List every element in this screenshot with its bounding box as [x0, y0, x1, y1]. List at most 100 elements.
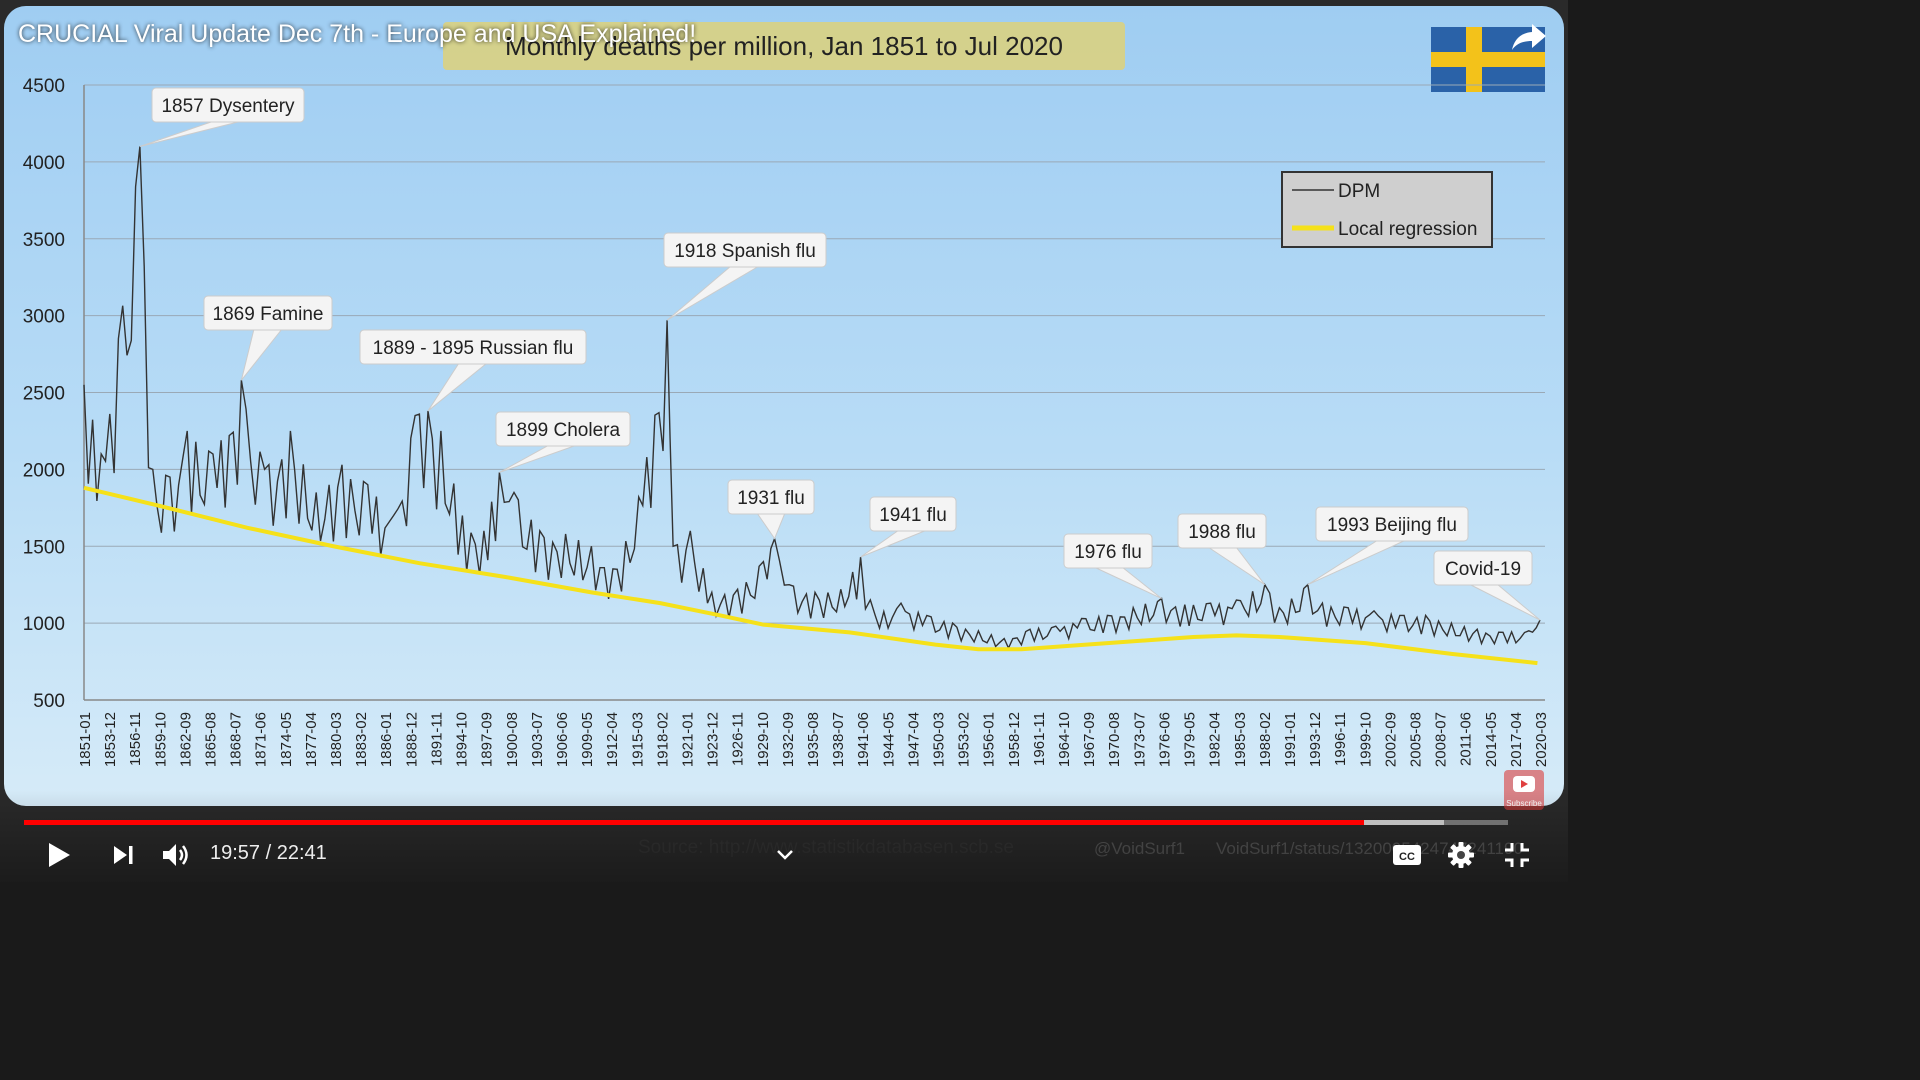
x-tick-label: 1874-05	[278, 712, 295, 767]
y-tick-label: 2500	[23, 384, 65, 405]
progress-bar[interactable]	[24, 820, 1508, 825]
annotation-box	[1433, 550, 1533, 586]
x-tick-label: 2002-09	[1382, 712, 1399, 767]
x-tick-label: 1941-06	[855, 712, 872, 767]
chart-legend: DPM Local regression	[1281, 171, 1493, 248]
x-tick-label: 1964-10	[1056, 712, 1073, 767]
dpm-series-line	[83, 146, 1541, 650]
share-arrow-icon[interactable]	[1510, 22, 1548, 52]
x-tick-label: 1918-02	[654, 712, 671, 767]
x-tick-label: 1909-05	[579, 712, 596, 767]
volume-icon	[163, 844, 188, 866]
x-tick-label: 1991-01	[1282, 712, 1299, 767]
x-tick-label: 1929-10	[755, 712, 772, 767]
x-tick-label: 1973-07	[1131, 712, 1148, 767]
x-tick-label: 1851-01	[77, 712, 94, 767]
x-tick-label: 1999-10	[1357, 712, 1374, 767]
annotation-label: Covid-19	[1445, 559, 1521, 580]
x-tick-label: 1979-05	[1182, 712, 1199, 767]
sweden-flag	[1431, 27, 1545, 92]
x-tick-label: 2005-08	[1407, 712, 1424, 767]
x-tick-label: 1958-12	[1006, 712, 1023, 767]
annotation-label: 1918 Spanish flu	[674, 241, 816, 262]
x-tick-label: 1906-06	[554, 712, 571, 767]
y-tick-label: 3500	[23, 230, 65, 251]
x-tick-label: 1950-03	[931, 712, 948, 767]
volume-button[interactable]	[154, 832, 200, 878]
annotation-label: 1899 Cholera	[506, 420, 621, 441]
x-tick-label: 1938-07	[830, 712, 847, 767]
x-tick-label: 1903-07	[529, 712, 546, 767]
x-tick-label: 1886-01	[378, 712, 395, 767]
exit-fullscreen-button[interactable]	[1494, 832, 1540, 878]
x-tick-label: 2008-07	[1433, 712, 1450, 767]
subscribe-label: Subscribe	[1506, 799, 1542, 808]
annotation-label: 1889 - 1895 Russian flu	[373, 338, 574, 359]
x-tick-label: 1871-06	[253, 712, 270, 767]
x-tick-label: 1961-11	[1031, 712, 1048, 766]
y-tick-label: 3000	[23, 307, 65, 328]
x-tick-label: 1865-08	[203, 712, 220, 767]
x-tick-label: 1993-12	[1307, 712, 1324, 767]
x-tick-label: 1944-05	[880, 712, 897, 767]
player-controls: 19:57 / 22:41 CC	[0, 832, 1568, 882]
video-title[interactable]: CRUCIAL Viral Update Dec 7th - Europe an…	[18, 20, 697, 48]
progress-played	[24, 820, 1365, 825]
annotation-box	[1177, 513, 1267, 549]
subscribe-watermark[interactable]: Subscribe	[1504, 770, 1544, 810]
x-tick-label: 2017-04	[1508, 712, 1525, 767]
x-tick-label: 1900-08	[504, 712, 521, 767]
annotation-box	[727, 479, 815, 515]
annotation-label: 1869 Famine	[213, 304, 324, 325]
x-tick-label: 1877-04	[303, 712, 320, 767]
y-tick-label: 4000	[23, 153, 65, 174]
chart-title: Monthly deaths per million, Jan 1851 to …	[505, 31, 1063, 61]
x-tick-label: 1935-08	[805, 712, 822, 767]
video-player[interactable]: Monthly deaths per million, Jan 1851 to …	[0, 0, 1568, 882]
annotation-box	[1315, 506, 1469, 542]
x-tick-label: 1996-11	[1332, 712, 1349, 766]
annotation-label: 1976 flu	[1074, 542, 1142, 563]
chevron-button[interactable]	[770, 832, 800, 878]
legend-dpm-label: DPM	[1338, 181, 1380, 202]
captions-button[interactable]: CC	[1384, 832, 1430, 878]
y-tick-label: 1000	[23, 614, 65, 635]
source-text: Source: http://www.statistikdatabasen.sc…	[638, 837, 1014, 858]
x-tick-label: 2020-03	[1533, 712, 1550, 767]
x-tick-label: 1880-03	[328, 712, 345, 767]
x-tick-label: 1894-10	[454, 712, 471, 767]
annotation-box	[495, 411, 631, 447]
legend-regression-label: Local regression	[1338, 219, 1477, 240]
x-tick-label: 1976-06	[1156, 712, 1173, 767]
y-tick-label: 2000	[23, 460, 65, 481]
x-tick-label: 2014-05	[1483, 712, 1500, 767]
x-tick-label: 1953-02	[956, 712, 973, 767]
time-current: 19:57	[210, 842, 261, 864]
x-tick-label: 1912-04	[604, 712, 621, 767]
x-tick-label: 1921-01	[679, 712, 696, 767]
x-tick-label: 1967-09	[1081, 712, 1098, 767]
plot-area: 500 1000 1500 2000 2500 3000 3500 4000 4500 1851-…	[23, 76, 1550, 767]
slide-background	[4, 6, 1564, 806]
annotation-label: 1931 flu	[737, 488, 805, 509]
settings-button[interactable]	[1438, 832, 1484, 878]
video-frame: Monthly deaths per million, Jan 1851 to …	[4, 6, 1564, 858]
time-total: 22:41	[276, 842, 327, 864]
time-display: 19:57 / 22:41	[210, 842, 327, 865]
next-icon	[114, 846, 133, 864]
x-tick-label: 1923-12	[705, 712, 722, 767]
x-tick-label: 2011-06	[1458, 712, 1475, 766]
x-tick-label: 1888-12	[403, 712, 420, 767]
x-tick-label: 1947-04	[905, 712, 922, 767]
annotation-box	[663, 232, 827, 268]
annotation-box	[1063, 533, 1153, 569]
title-highlight	[443, 22, 1125, 70]
next-button[interactable]	[100, 832, 146, 878]
chevron-down-icon	[777, 850, 793, 860]
x-tick-label: 1982-04	[1207, 712, 1224, 767]
x-tick-label: 1988-02	[1257, 712, 1274, 767]
regression-series-line	[83, 485, 1538, 666]
x-tick-label: 1853-12	[102, 712, 119, 767]
play-button[interactable]	[36, 832, 82, 878]
x-tick-label: 1897-09	[479, 712, 496, 767]
